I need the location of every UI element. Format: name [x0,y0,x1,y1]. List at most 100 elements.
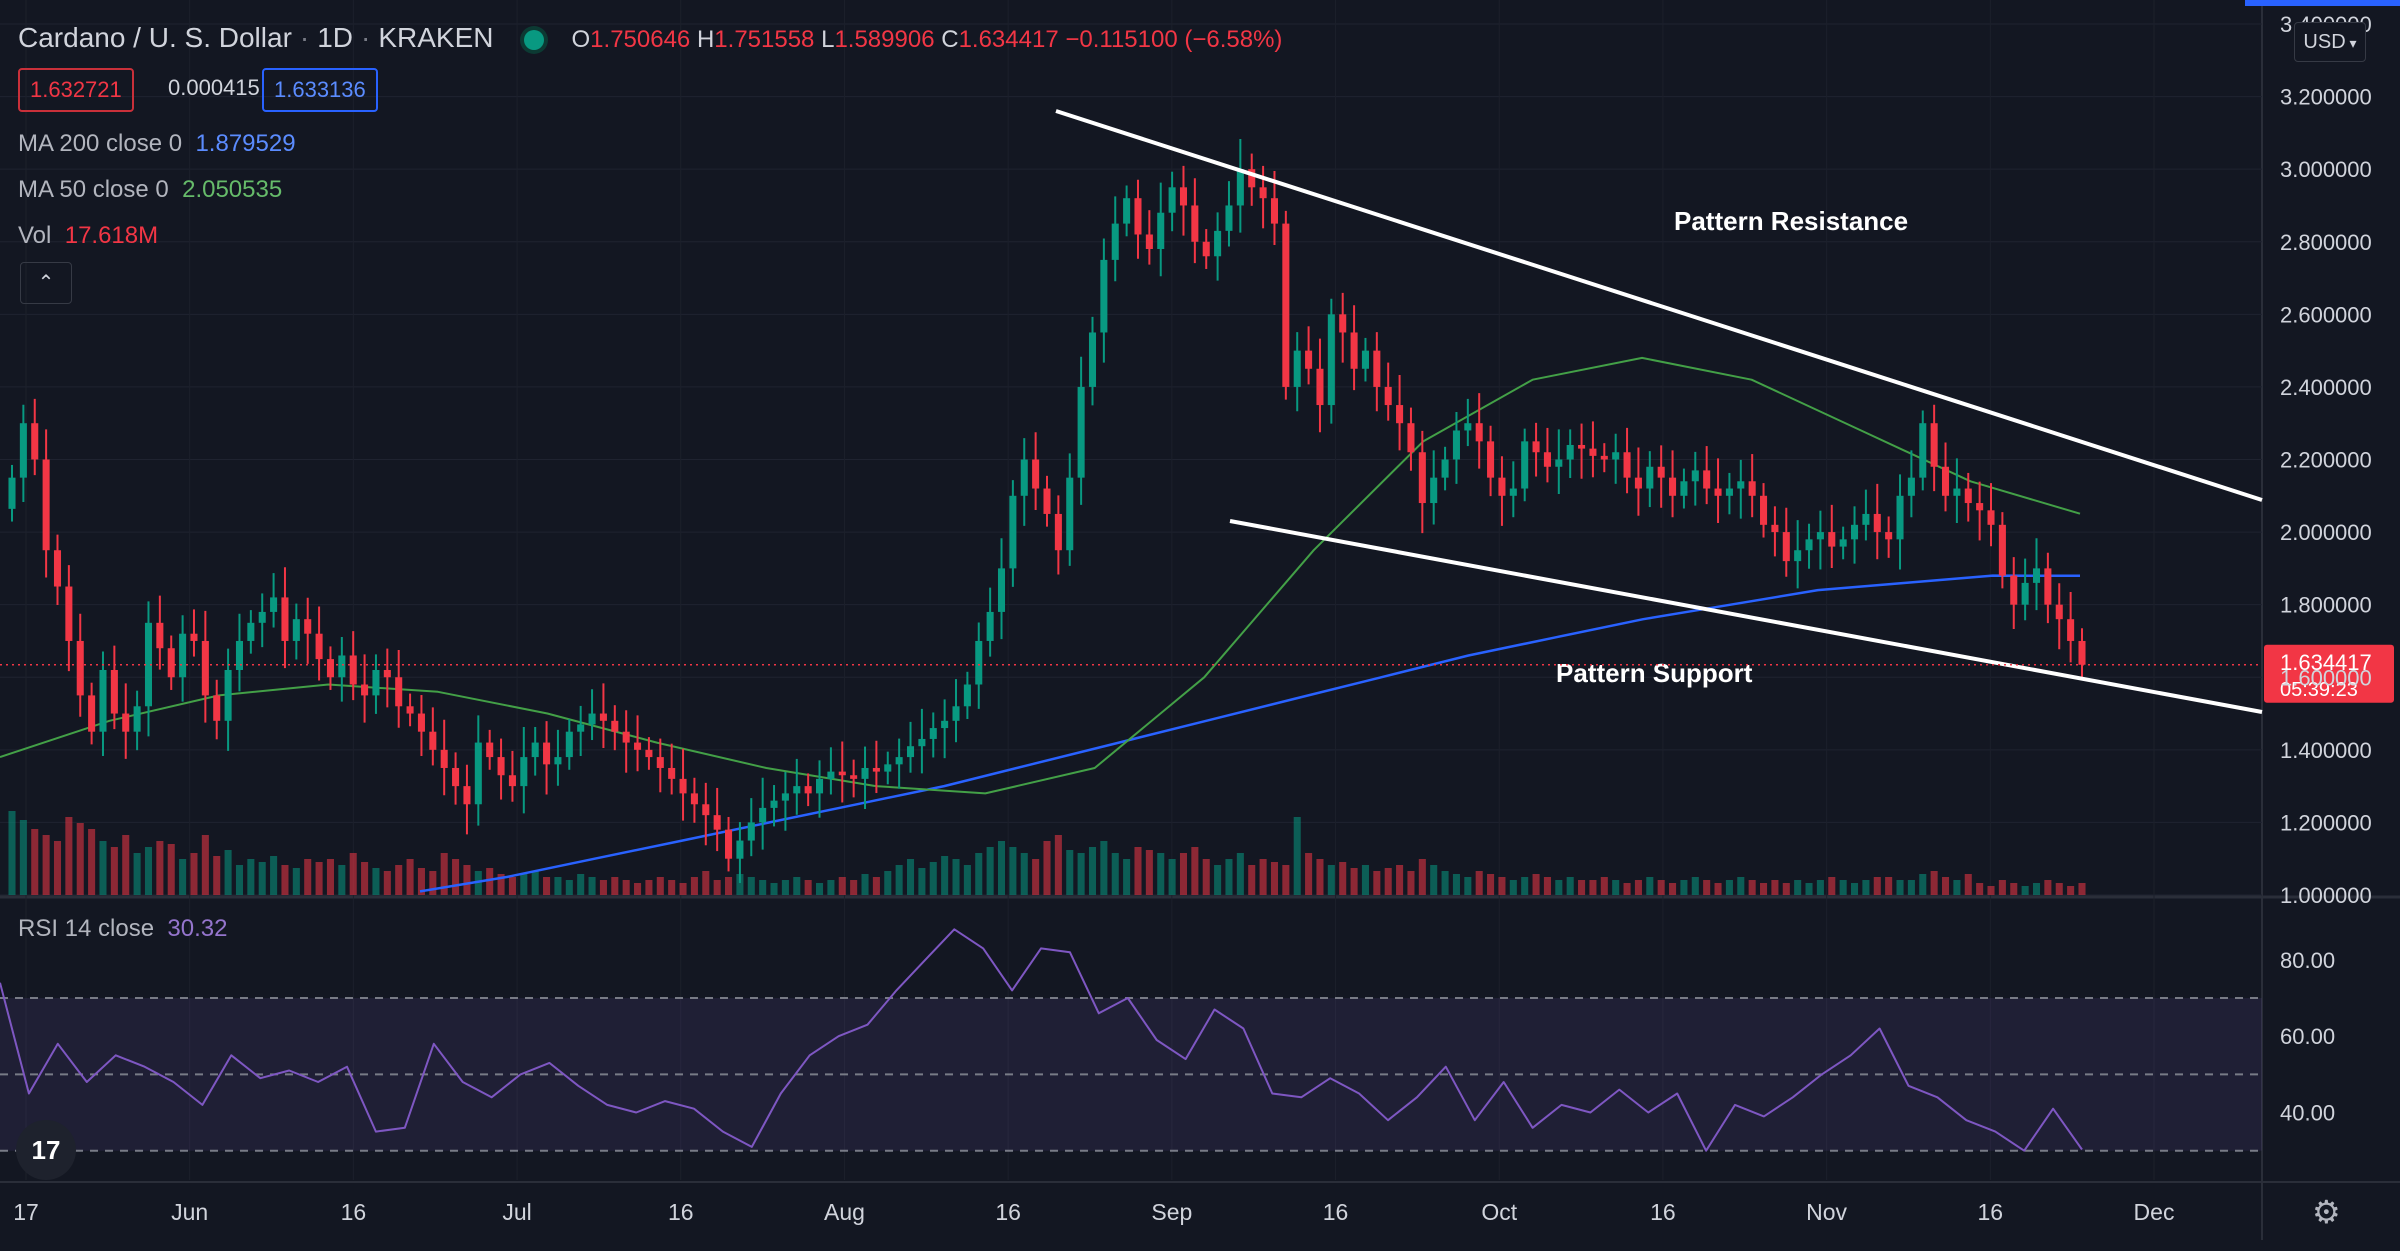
volume-bar [486,868,494,895]
volume-bar [1452,874,1460,895]
candle-body [1907,477,1915,496]
volume-bar [1373,871,1381,895]
candle-body [167,648,175,678]
candle-body [42,459,50,551]
volume-bar [816,883,824,895]
candle-body [1634,477,1642,489]
price-tick-label: 2.200000 [2280,448,2372,473]
volume-bar [838,877,846,895]
volume-bar [679,883,687,895]
symbol-legend[interactable]: Cardano / U. S. Dollar · 1D · KRAKEN O1.75064… [18,22,1282,54]
volume-bar [634,883,642,895]
candle-body [1771,524,1779,533]
candle-body [486,742,494,758]
candle-body [645,749,653,758]
interval[interactable]: 1D [317,22,354,53]
volume-legend[interactable]: Vol 17.618M [18,222,158,250]
time-tick-label: Dec [2134,1199,2175,1225]
volume-bar [1748,880,1756,895]
volume-bar [417,868,425,895]
volume-bar [1998,880,2006,895]
volume-bar [326,859,334,895]
volume-bar [1214,865,1222,895]
candle-body [1919,423,1927,478]
candle-body [258,611,266,623]
currency-select[interactable]: USD ▾ [2294,22,2366,62]
candle-body [1816,532,1824,540]
volume-bar [201,835,209,895]
volume-bar [656,877,664,895]
candle-body [338,655,346,678]
price-tick-label: 1.600000 [2280,665,2372,690]
price-tick-label: 1.400000 [2280,738,2372,763]
candle-body [1100,259,1108,333]
candle-body [1077,386,1085,478]
candle-body [2032,568,2041,583]
collapse-legend-button[interactable]: ⌃ [20,262,72,304]
volume-bar [1680,880,1688,895]
candle-body [759,807,767,823]
candle-body [1589,448,1597,456]
candle-body [1430,477,1438,504]
resistance-trendline [1055,109,2263,502]
volume-bar [1361,865,1369,895]
volume-bar [1157,853,1165,895]
candle-body [2044,568,2052,605]
candle-body [110,669,118,714]
candle-body [872,767,880,772]
candle-body [1839,539,1847,547]
volume-bar [1293,817,1301,895]
candle-body [1373,350,1381,387]
candle-body [1236,169,1244,206]
candle-body [31,423,39,460]
change-value: −0.115100 (−6.58%) [1065,26,1283,53]
volume-bar [42,835,50,895]
volume-bar [1725,880,1733,895]
volume-bar [1771,880,1779,895]
ma50-value: 2.050535 [182,176,283,203]
volume-bar [543,877,551,895]
candle-body [463,786,471,805]
volume-bar [190,853,198,895]
volume-bar [1828,877,1836,895]
volume-bar [1282,865,1290,895]
volume-bar [1066,850,1074,895]
candle-body [543,742,551,765]
ma50-polyline [0,356,2081,795]
bid-price-button[interactable]: 1.632721 [18,68,134,112]
candle-body [838,771,846,776]
support-annotation: Pattern Support [1556,658,1753,688]
candle-body [144,622,153,707]
candle-body [1600,455,1608,460]
volume-bar [2010,883,2018,895]
volume-bar [1384,868,1392,895]
candle-body [1782,532,1790,562]
candle-body [292,619,300,641]
volume-bar [1509,880,1517,895]
ask-price-button[interactable]: 1.633136 [262,68,378,112]
volume-bar [1555,880,1563,895]
ma200-legend[interactable]: MA 200 close 0 1.879529 [18,130,296,158]
price-tick-label: 1.200000 [2280,810,2372,835]
gear-icon[interactable]: ⚙ [2312,1194,2341,1230]
volume-bar [1475,871,1483,895]
market-status-icon[interactable] [523,29,544,50]
candle-body [156,622,164,649]
symbol-name[interactable]: Cardano / U. S. Dollar [18,22,292,53]
rsi-legend[interactable]: RSI 14 close 30.32 [18,915,227,943]
candle-body [247,622,255,641]
volume-bar [224,850,232,895]
candle-body [1498,477,1506,496]
candle-body [793,786,801,794]
candle-body [1862,513,1870,525]
candle-body [19,423,27,478]
volume-bar [531,871,539,895]
trend-lines[interactable]: Pattern Resistance Pattern Support [1055,109,2263,714]
volume-bar [1714,883,1722,895]
ma50-legend[interactable]: MA 50 close 0 2.050535 [18,176,282,204]
time-tick-label: Jun [171,1199,208,1225]
tradingview-logo-icon[interactable]: 17 [16,1120,76,1180]
volume-bar [1976,883,1984,895]
candle-body [850,775,858,779]
